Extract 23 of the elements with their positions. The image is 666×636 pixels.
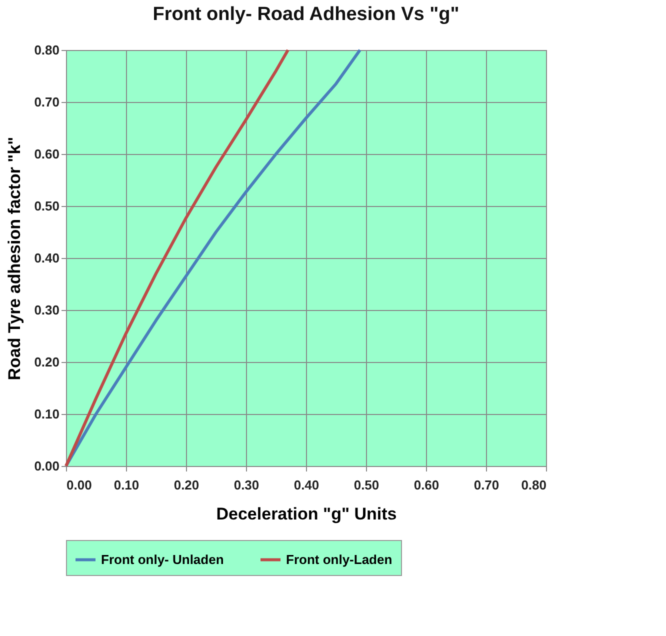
x-tick-label: 0.00 xyxy=(66,478,92,492)
x-tick-label: 0.10 xyxy=(114,478,140,492)
y-tick-label: 0.70 xyxy=(34,94,60,110)
x-tick-label: 0.40 xyxy=(294,478,320,492)
y-tick-label: 0.20 xyxy=(34,354,60,370)
x-tick-label: 0.20 xyxy=(174,478,200,492)
x-tick-label: 0.60 xyxy=(414,478,440,492)
y-tick-label: 0.50 xyxy=(34,198,60,214)
x-tick-label: 0.30 xyxy=(234,478,260,492)
legend-label: Front only- Unladen xyxy=(101,552,224,567)
x-tick-label: 0.50 xyxy=(354,478,380,492)
y-tick-label: 0.60 xyxy=(34,146,60,162)
y-tick-label: 0.30 xyxy=(34,302,60,318)
chart-title: Front only- Road Adhesion Vs "g" xyxy=(152,4,460,25)
y-tick-label: 0.40 xyxy=(34,250,60,266)
x-tick-label: 0.70 xyxy=(474,478,500,492)
x-axis-title: Deceleration "g" Units xyxy=(216,504,397,524)
legend-label: Front only-Laden xyxy=(286,552,392,567)
x-tick-label: 0.80 xyxy=(521,478,546,492)
y-axis-title: Road Tyre adhesion factor "k" xyxy=(5,136,24,380)
y-tick-label: 0.00 xyxy=(34,458,60,474)
y-tick-label: 0.80 xyxy=(34,42,60,58)
y-tick-label: 0.10 xyxy=(34,406,60,422)
